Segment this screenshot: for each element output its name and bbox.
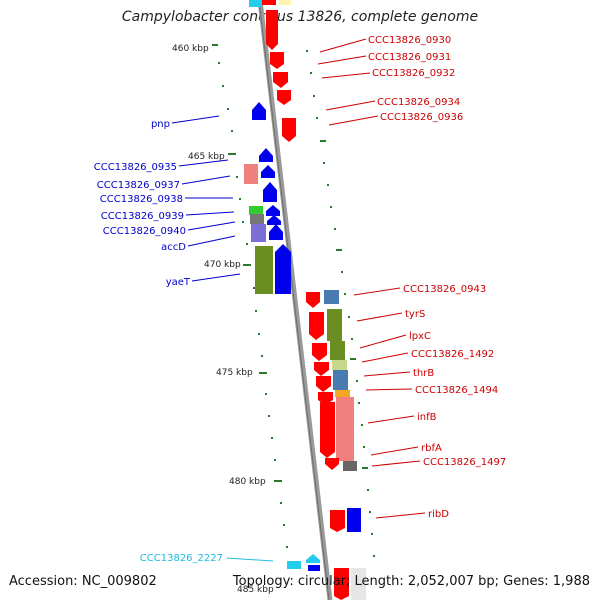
gene-arrow[interactable] (275, 244, 291, 294)
gene-block[interactable] (262, 0, 276, 5)
gene-block[interactable] (255, 246, 273, 294)
gene-label[interactable]: CCC13826_0932 (372, 68, 455, 79)
ruler-label: 465 kbp (188, 152, 225, 162)
gene-arrow[interactable] (270, 52, 284, 69)
gene-arrow[interactable] (252, 102, 266, 120)
gene-label[interactable]: CCC13826_0939 (101, 211, 184, 222)
accession-text: Accession: NC_009802 (9, 574, 157, 589)
gene-label[interactable]: CCC13826_0943 (403, 284, 486, 295)
gene-arrow[interactable] (312, 343, 327, 361)
gene-label[interactable]: CCC13826_0930 (368, 35, 451, 46)
gene-arrow[interactable] (320, 402, 335, 458)
gene-block[interactable] (308, 565, 320, 571)
right-leader-lines (317, 38, 426, 519)
gene-label[interactable]: CCC13826_0931 (368, 52, 451, 63)
gene-arrow[interactable] (266, 205, 280, 216)
gene-label[interactable]: CCC13826_2227 (140, 553, 223, 564)
gene-label[interactable]: CCC13826_0934 (377, 97, 460, 108)
gene-block[interactable] (249, 206, 263, 215)
reverse-genes (244, 102, 291, 294)
gene-label[interactable]: yaeT (166, 277, 191, 288)
gene-arrow[interactable] (306, 554, 320, 563)
gene-block[interactable] (351, 568, 366, 600)
gene-arrow[interactable] (334, 568, 349, 600)
gene-label[interactable]: CCC13826_0938 (100, 194, 183, 205)
ruler-labels: 460 kbp 465 kbp 470 kbp 475 kbp 480 kbp … (172, 44, 274, 595)
gene-arrow[interactable] (325, 458, 339, 470)
gene-block[interactable] (251, 224, 266, 242)
map-title: Campylobacter concisus 13826, complete g… (121, 9, 479, 25)
gene-block[interactable] (333, 370, 348, 390)
gene-block[interactable] (343, 461, 357, 471)
gene-label[interactable]: thrB (413, 368, 434, 379)
rna-leader-line (226, 557, 274, 562)
gene-block[interactable] (249, 0, 261, 7)
gene-block[interactable] (324, 290, 339, 304)
gene-arrow[interactable] (306, 292, 320, 308)
gene-labels-left: pnp CCC13826_0935 CCC13826_0937 CCC13826… (94, 119, 223, 564)
gene-arrow[interactable] (347, 508, 361, 532)
gene-arrow[interactable] (309, 312, 324, 340)
gene-arrow[interactable] (269, 224, 283, 240)
left-leader-lines (171, 115, 241, 282)
gene-arrow[interactable] (277, 90, 291, 105)
gene-arrow[interactable] (282, 118, 296, 142)
gene-label[interactable]: CCC13826_0936 (380, 112, 463, 123)
forward-genes-top (266, 10, 296, 142)
forward-genes-lower (306, 290, 361, 532)
gene-label[interactable]: CCC13826_1494 (415, 385, 498, 396)
ruler-label: 475 kbp (216, 368, 253, 378)
genome-stats-text: Topology: circular; Length: 2,052,007 bp… (232, 574, 590, 589)
gene-label[interactable]: CCC13826_1492 (411, 349, 494, 360)
ruler-label: 470 kbp (204, 260, 241, 270)
gene-block[interactable] (244, 164, 258, 184)
tick-guides (212, 44, 375, 557)
gene-arrow[interactable] (330, 510, 345, 532)
gene-label[interactable]: ribD (428, 509, 449, 520)
gene-arrow[interactable] (316, 376, 331, 392)
gene-arrow[interactable] (261, 165, 275, 178)
gene-arrow[interactable] (266, 10, 278, 50)
gene-arrow[interactable] (259, 148, 273, 162)
gene-arrow[interactable] (263, 182, 277, 202)
gene-block[interactable] (279, 0, 291, 5)
gene-block[interactable] (287, 561, 301, 569)
gene-label[interactable]: lpxC (409, 331, 431, 342)
gene-label[interactable]: CCC13826_0940 (103, 226, 186, 237)
ruler-label: 485 kbp (237, 585, 274, 595)
gene-label[interactable]: tyrS (405, 309, 425, 320)
gene-arrow[interactable] (318, 392, 333, 405)
gene-labels-right: CCC13826_0930 CCC13826_0931 CCC13826_093… (368, 35, 506, 520)
ruler-label: 460 kbp (172, 44, 209, 54)
gene-label[interactable]: accD (161, 242, 186, 253)
gene-block[interactable] (330, 341, 345, 360)
gene-label[interactable]: infB (417, 412, 437, 423)
ruler-label: 480 kbp (229, 477, 266, 487)
gene-block[interactable] (336, 397, 354, 461)
gene-arrow[interactable] (273, 72, 288, 88)
genome-backbone (257, 0, 333, 600)
gene-block[interactable] (327, 309, 342, 341)
gene-block[interactable] (335, 390, 350, 397)
gene-label[interactable]: CCC13826_0935 (94, 162, 177, 173)
gene-block[interactable] (250, 214, 264, 224)
gene-block[interactable] (332, 360, 347, 370)
gene-label[interactable]: CCC13826_0937 (97, 180, 180, 191)
gene-label[interactable]: pnp (151, 119, 170, 130)
gene-arrow[interactable] (267, 215, 281, 225)
gene-label[interactable]: rbfA (421, 443, 442, 454)
gene-label[interactable]: CCC13826_1497 (423, 457, 506, 468)
gene-arrow[interactable] (314, 362, 329, 376)
